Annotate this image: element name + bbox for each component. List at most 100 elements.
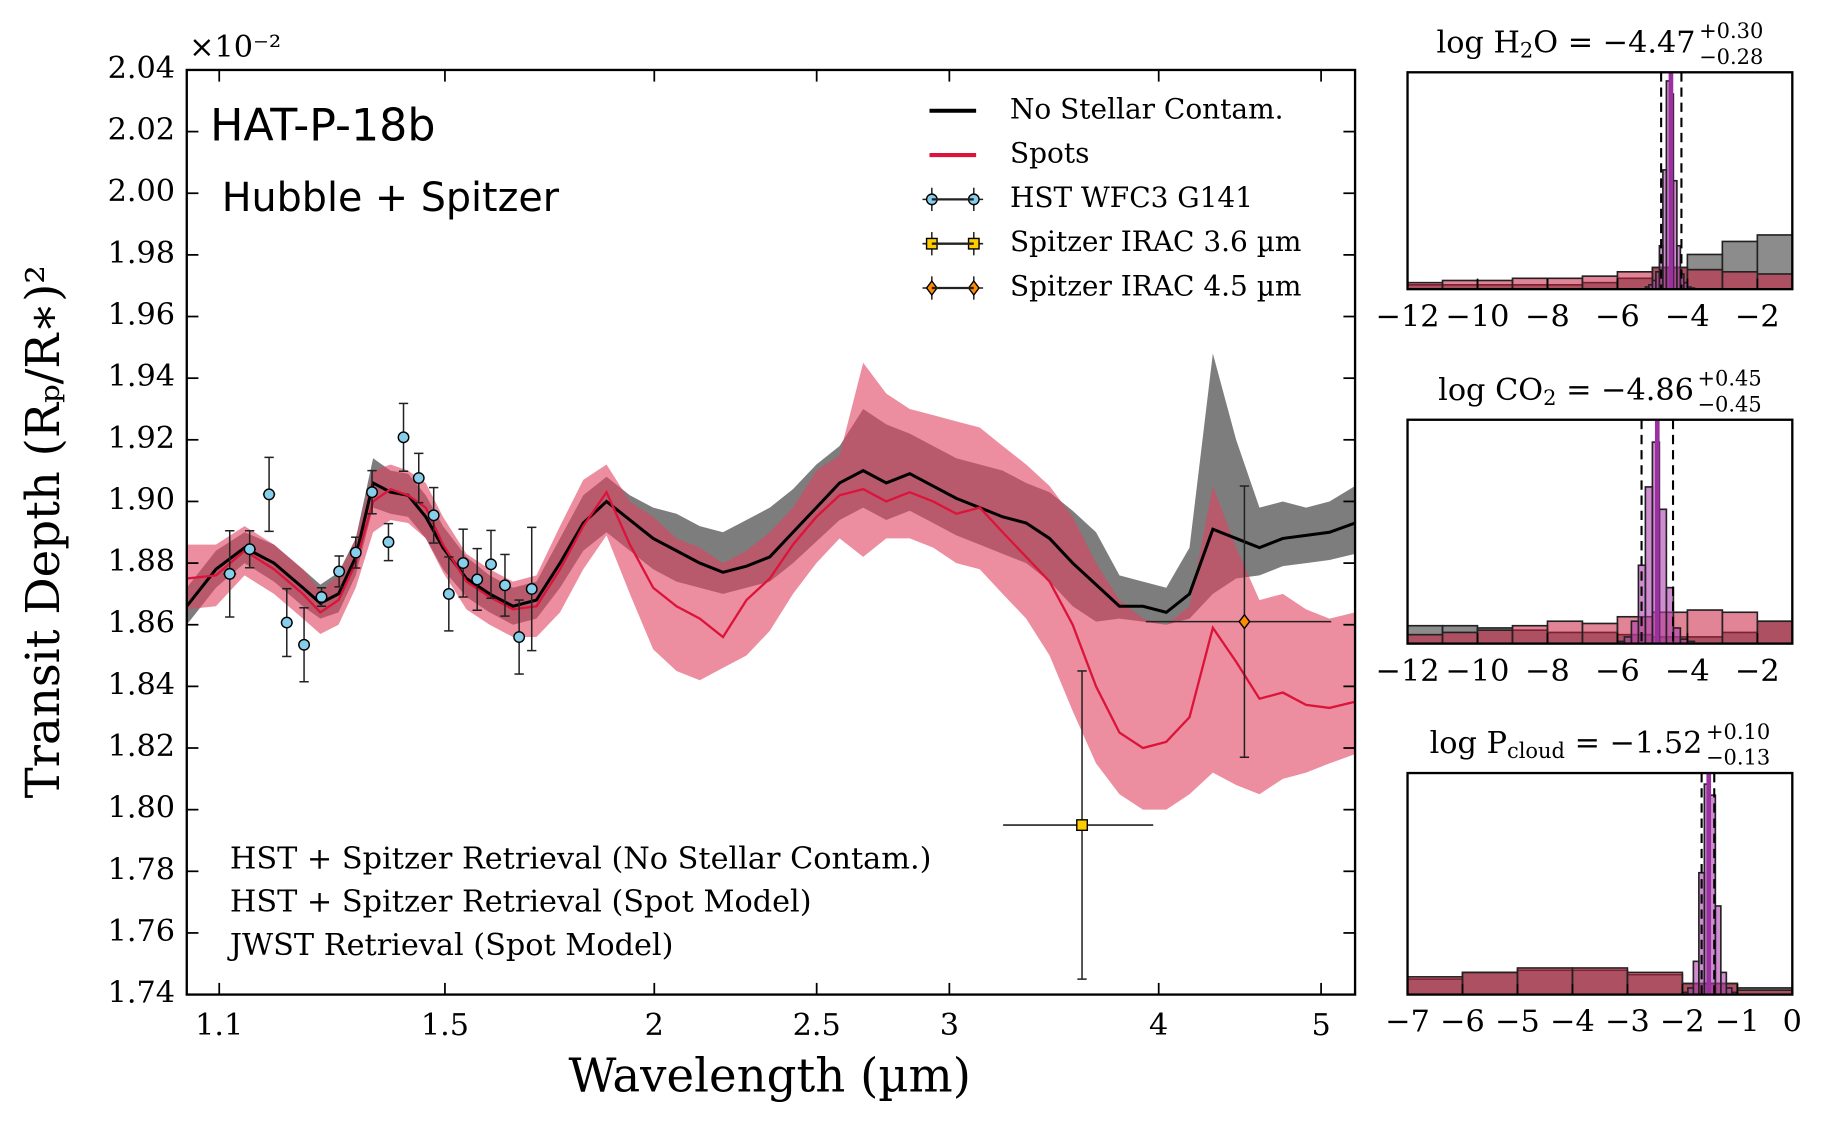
histogram-bar [1476,629,1514,645]
legend-label: Spots [1010,137,1090,170]
data-point [223,567,236,580]
histogram-bar [1476,279,1514,290]
x-tick-label: 1.1 [195,1008,243,1043]
panel-frame [1406,71,1794,291]
data-point [442,587,455,600]
legend-label: HST WFC3 G141 [1010,181,1253,214]
data-point [333,565,346,578]
histogram-bar [1581,622,1619,645]
panel-frame [1406,418,1794,645]
histogram-bar [1511,624,1549,645]
x-tick-label: −12 [1376,299,1440,334]
y-tick-label: 1.74 [108,976,175,1011]
data-point [513,631,526,644]
x-tick-label: −6 [1595,654,1640,689]
title-upper: +0.30 [1699,19,1763,43]
y-tick-label: 2.02 [108,113,175,148]
histogram-bar [1720,971,1728,996]
x-tick-label: −2 [1735,299,1780,334]
histogram-bar [1721,611,1759,645]
histogram-bar [1406,976,1464,996]
data-point [315,591,328,603]
title-name: log H [1437,25,1520,60]
x-tick-label: 1.5 [421,1008,469,1043]
x-tick-label: 0 [1783,1005,1802,1040]
plot-area [186,353,1356,980]
y-tick-label: 1.78 [108,852,175,887]
histogram-bar [1644,486,1654,645]
model-line [186,468,1356,615]
histogram-bar [1686,268,1724,290]
histogram-bar [1692,960,1700,996]
y-tick-label: 1.94 [108,359,175,394]
x-tick-label: −1 [1715,1005,1760,1040]
x-tick-label: −10 [1446,299,1510,334]
x-tick-label: 3 [940,1008,959,1043]
y-tick-label: 1.76 [108,914,175,949]
x-tick-label: −3 [1605,1005,1650,1040]
y-tick-label: 1.84 [108,667,175,702]
title-upper: +0.10 [1706,720,1770,744]
title-subscript: 2 [1520,38,1533,62]
y-tick-label: 1.92 [108,421,175,456]
x-tick-label: −8 [1525,654,1570,689]
title-lower: −0.13 [1706,746,1770,770]
x-axis-label: Wavelength (µm) [569,1049,971,1103]
legend-label: No Stellar Contam. [1010,92,1284,125]
data-point [382,536,395,549]
data-point [499,579,511,592]
y-tick-label: 2.04 [108,51,175,86]
histogram-bar [1511,277,1549,290]
title-name: log CO [1438,373,1543,408]
y-tick-label: 1.98 [108,236,175,271]
histogram-bar [1516,967,1574,996]
data-point [263,488,276,501]
note: JWST Retrieval (Spot Model) [227,928,674,963]
y-tick-label: 1.86 [108,606,175,641]
data-point [1238,613,1251,630]
data-point [525,583,538,595]
histogram-bar [1626,971,1684,996]
y-axis-label: Transit Depth (Rₚ/R∗)² [16,265,70,798]
x-tick-label: 2.5 [793,1008,841,1043]
x-tick-label: −7 [1385,1005,1430,1040]
title-rest: O = −4.47 [1533,25,1695,60]
histogram-bar [1461,971,1519,996]
note: HST + Spitzer Retrieval (No Stellar Cont… [230,841,932,876]
x-tick-label: 2 [645,1008,664,1043]
title-upper: +0.45 [1697,367,1761,391]
data-point [280,616,293,629]
x-tick-label: −2 [1660,1005,1705,1040]
y-tick-label: 1.80 [108,791,175,826]
histogram-bar [1658,508,1668,645]
legend-label: Spitzer IRAC 3.6 µm [1010,225,1301,258]
panel-title: log Pcloud = −1.52 [1430,726,1703,762]
histogram-bar [1756,273,1794,290]
histogram-bar [1630,620,1640,645]
annotation: Hubble + Spitzer [222,175,560,221]
histogram-bar [1406,633,1444,645]
histogram-bar [1571,967,1629,996]
title-lower: −0.28 [1699,45,1763,69]
confidence-band [186,362,1356,810]
title-subscript: cloud [1507,739,1565,763]
data-point [427,509,440,522]
x-tick-label: 4 [1149,1008,1168,1043]
histogram-bar [1721,270,1759,290]
histogram-bar [1441,279,1479,290]
x-tick-label: −8 [1525,299,1570,334]
histogram-bar [1546,620,1584,645]
offset-label: ×10⁻² [189,30,281,65]
title-rest: = −4.86 [1556,373,1693,408]
data-point [243,543,256,556]
histogram-bar [1714,905,1722,996]
data-point [457,557,470,570]
x-tick-label: −4 [1665,299,1710,334]
note: HST + Spitzer Retrieval (Spot Model) [230,885,812,920]
x-tick-label: −12 [1376,654,1440,689]
histogram-bar [1756,620,1794,645]
histogram-bar [1686,609,1724,645]
x-tick-label: 5 [1311,1008,1330,1043]
